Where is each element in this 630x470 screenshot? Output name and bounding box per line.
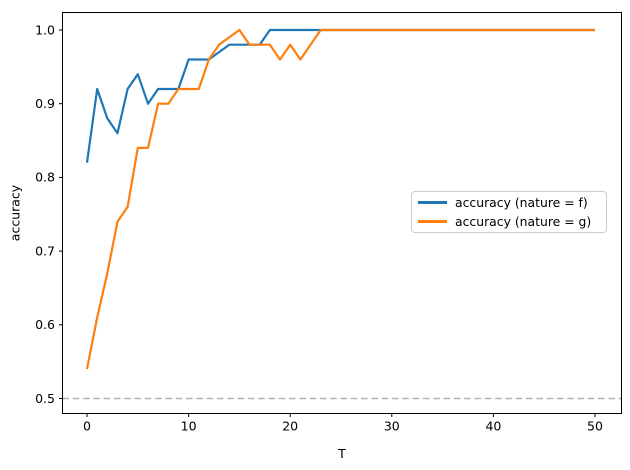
y-tick-label: 0.6 <box>35 317 55 332</box>
legend-line-swatch-g <box>418 220 447 223</box>
series-f-line <box>85 28 595 163</box>
legend-line-swatch-f <box>418 201 447 204</box>
y-tick-label: 0.5 <box>35 391 55 406</box>
x-tick-label: 30 <box>384 419 400 434</box>
x-tick-label: 20 <box>282 419 298 434</box>
y-tick-label: 1.0 <box>35 22 55 37</box>
x-tick-label: 10 <box>181 419 197 434</box>
legend-label: accuracy (nature = g) <box>455 214 592 229</box>
x-axis-label: T <box>338 446 346 461</box>
y-tick-label: 0.8 <box>35 170 55 185</box>
x-tick-label: 50 <box>587 419 603 434</box>
plot-border <box>62 12 622 414</box>
legend-entry: accuracy (nature = f) <box>418 193 600 212</box>
legend: accuracy (nature = f) accuracy (nature =… <box>411 191 607 233</box>
y-axis-label: accuracy <box>7 184 23 242</box>
x-tick-label: 40 <box>485 419 501 434</box>
y-tick-label: 0.7 <box>35 243 55 258</box>
x-tick-label: 0 <box>83 419 91 434</box>
series-g-line <box>85 28 595 370</box>
legend-entry: accuracy (nature = g) <box>418 212 600 231</box>
y-tick-label: 0.9 <box>35 96 55 111</box>
legend-label: accuracy (nature = f) <box>455 195 588 210</box>
